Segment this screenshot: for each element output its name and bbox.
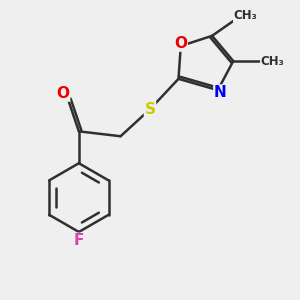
Text: CH₃: CH₃ [234, 9, 257, 22]
Text: N: N [214, 85, 226, 100]
Text: S: S [145, 102, 155, 117]
Text: F: F [74, 233, 84, 248]
Text: O: O [174, 36, 187, 51]
Text: O: O [57, 86, 70, 101]
Text: CH₃: CH₃ [261, 55, 284, 68]
